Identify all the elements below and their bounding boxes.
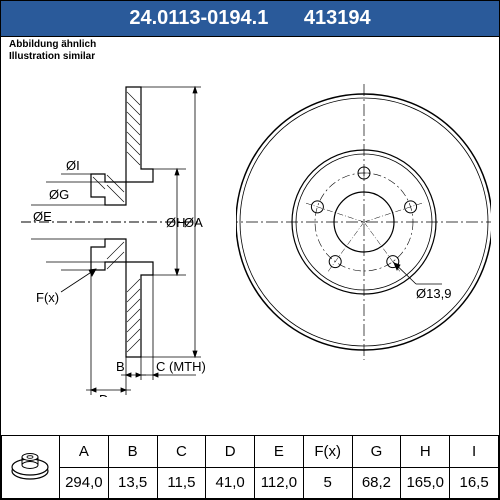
table-header-row: A B C D E F(x) G H I: [2, 436, 499, 468]
label-C: C (MTH): [156, 359, 206, 374]
label-Fx: F(x): [36, 290, 59, 305]
val-G: 68,2: [352, 467, 401, 499]
front-view: Ø13,9: [236, 72, 491, 367]
brake-disc-icon: [5, 440, 55, 490]
col-C: C: [157, 436, 206, 468]
icon-cell: [2, 436, 60, 499]
col-D: D: [206, 436, 255, 468]
label-B: B: [116, 359, 125, 374]
label-D: D: [99, 392, 108, 397]
side-cross-section: ØI ØG ØE F(x): [21, 77, 221, 402]
header-bar: 24.0113-0194.1 413194: [1, 1, 499, 37]
col-Fx: F(x): [303, 436, 352, 468]
dimension-table: A B C D E F(x) G H I 294,0 13,5 11,5 41,…: [1, 435, 499, 499]
col-B: B: [108, 436, 157, 468]
val-B: 13,5: [108, 467, 157, 499]
val-I: 16,5: [450, 467, 499, 499]
hole-diameter: Ø13,9: [416, 286, 451, 301]
technical-drawing: ØI ØG ØE F(x): [1, 37, 499, 407]
col-H: H: [401, 436, 450, 468]
val-C: 11,5: [157, 467, 206, 499]
col-E: E: [255, 436, 304, 468]
label-H: ØH: [166, 215, 186, 230]
side-view-svg: ØI ØG ØE F(x): [21, 77, 221, 397]
val-Fx: 5: [303, 467, 352, 499]
label-I: ØI: [66, 158, 80, 173]
val-E: 112,0: [255, 467, 304, 499]
table-value-row: 294,0 13,5 11,5 41,0 112,0 5 68,2 165,0 …: [2, 467, 499, 499]
label-E: ØE: [33, 209, 52, 224]
val-H: 165,0: [401, 467, 450, 499]
label-G: ØG: [49, 187, 69, 202]
front-view-svg: Ø13,9: [236, 72, 491, 362]
col-G: G: [352, 436, 401, 468]
val-D: 41,0: [206, 467, 255, 499]
col-A: A: [59, 436, 108, 468]
part-number: 24.0113-0194.1: [129, 7, 268, 29]
product-code: 413194: [304, 7, 371, 29]
val-A: 294,0: [59, 467, 108, 499]
label-A: ØA: [184, 215, 203, 230]
col-I: I: [450, 436, 499, 468]
